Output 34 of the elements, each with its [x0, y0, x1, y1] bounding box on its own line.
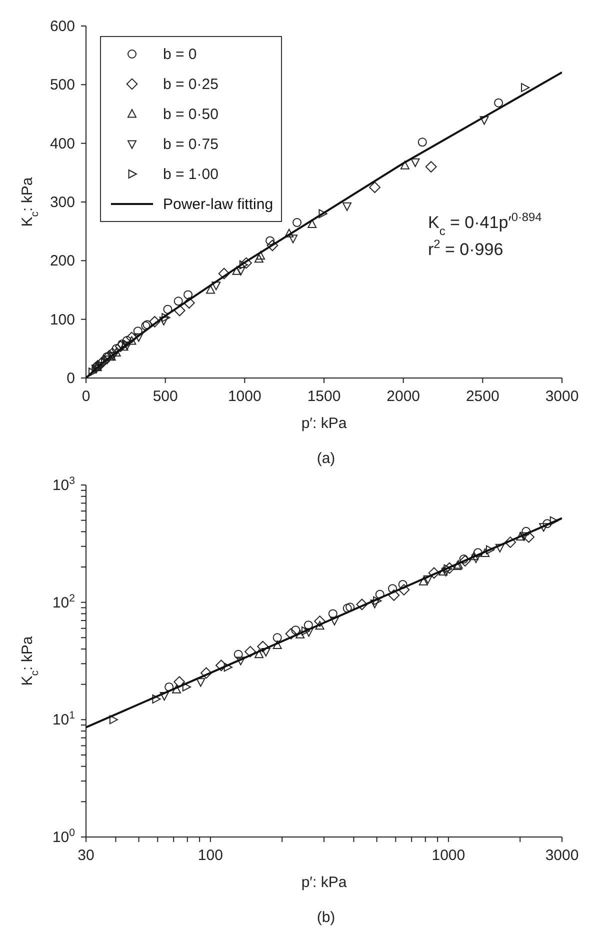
- text: (a): [316, 450, 336, 467]
- x-tick-label: 0: [82, 388, 90, 405]
- y-tick-label: 10$^{1}$: [52, 710, 76, 729]
- x-tick-label: 500: [152, 388, 178, 405]
- x-tick-label: 2000: [386, 388, 420, 405]
- x-tick-label: 1500: [307, 388, 341, 405]
- y-tick-label: 10$^{0}$: [52, 827, 76, 846]
- legend-label: b = 0·50: [163, 106, 218, 122]
- x-tick-label: 1000: [432, 847, 466, 864]
- y-tick-label: 0: [66, 370, 75, 387]
- y-tick-label: 10$^{3}$: [52, 475, 76, 494]
- y-tick-label: 10$^{2}$: [52, 592, 76, 612]
- y-tick-label: 500: [50, 76, 75, 94]
- x-axis-title: p′: kPa: [301, 415, 348, 432]
- legend-label: b = 0: [163, 46, 197, 62]
- x-tick-label: 3000: [545, 388, 579, 405]
- x-tick-label: 3000: [545, 847, 579, 864]
- x-tick-label: 30: [78, 847, 94, 864]
- x-tick-label: 1000: [228, 388, 262, 405]
- y-tick-label: 300: [50, 194, 75, 211]
- legend-label: b = 0·75: [163, 136, 218, 152]
- x-tick-label: 2500: [466, 388, 500, 405]
- y-tick-label: 200: [50, 252, 75, 270]
- y-tick-label: 600: [50, 18, 75, 35]
- text: (b): [316, 909, 336, 926]
- legend-label: Power-law fitting: [163, 196, 274, 212]
- y-tick-label: 400: [50, 135, 75, 152]
- annotation: r$^{2}$ = 0·996: [428, 237, 504, 259]
- legend-label: b = 0·25: [163, 76, 218, 92]
- annotation: K$_{c}$ = 0·41p′$^{0·894}$: [428, 210, 542, 238]
- x-tick-label: 100: [198, 847, 223, 864]
- y-tick-label: 100: [50, 311, 75, 328]
- x-axis-title: p′: kPa: [301, 874, 348, 891]
- legend-label: b = 1·00: [163, 166, 218, 182]
